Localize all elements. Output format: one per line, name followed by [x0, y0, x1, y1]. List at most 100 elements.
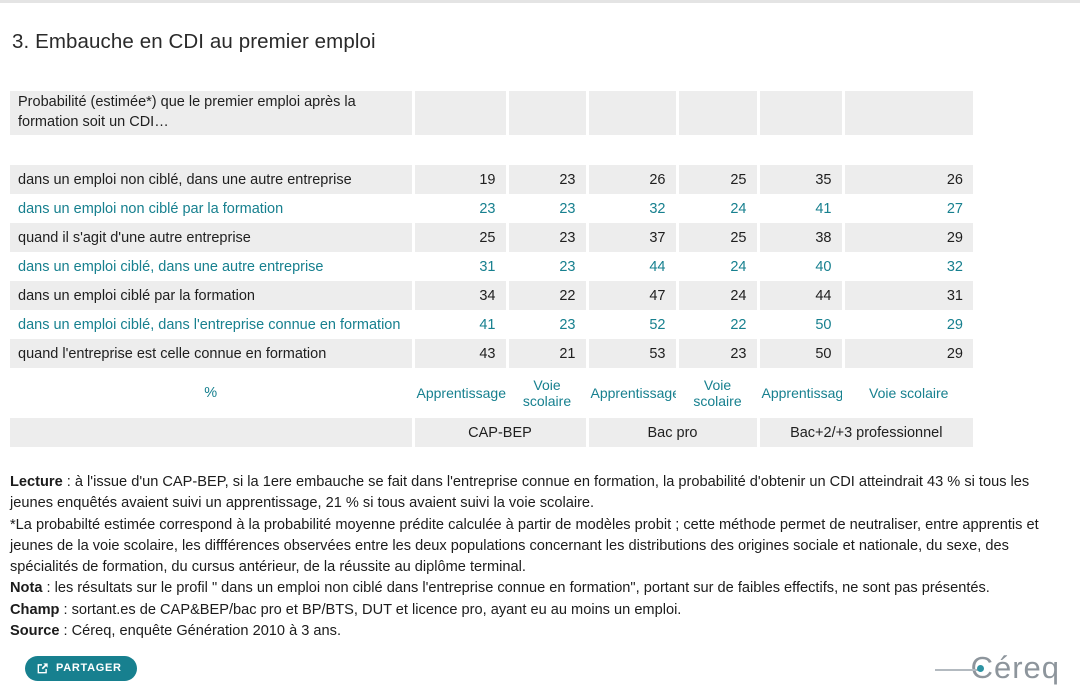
column-header-row: % Apprentissage Voie scolaire Apprentiss…	[10, 368, 973, 418]
note-text: *La probabilté estimée correspond à la p…	[10, 516, 1039, 576]
column-header: Apprentissage	[587, 368, 679, 418]
value-cell: 44	[587, 252, 679, 281]
note-prefix: Nota	[10, 580, 43, 597]
header-empty-cell	[843, 91, 973, 135]
value-cell: 26	[843, 165, 973, 194]
group-empty-cell	[10, 418, 415, 447]
note-lecture: Lecture : à l'issue d'un CAP-BEP, si la …	[10, 472, 1070, 515]
value-cell: 29	[843, 310, 973, 339]
note-prefix: Source	[10, 623, 60, 640]
header-empty-cell	[413, 91, 509, 135]
logo-line-decoration	[934, 669, 982, 671]
value-cell: 23	[507, 252, 589, 281]
row-label: quand l'entreprise est celle connue en f…	[10, 339, 415, 368]
header-empty-cell	[507, 91, 589, 135]
note-prefix: Lecture	[10, 474, 63, 490]
row-label: dans un emploi ciblé, dans une autre ent…	[10, 252, 415, 281]
table-row: dans un emploi ciblé par la formation 34…	[10, 281, 973, 310]
value-cell: 40	[758, 252, 845, 281]
value-cell: 47	[587, 281, 679, 310]
header-empty-cell	[587, 91, 679, 135]
value-cell: 27	[843, 194, 973, 223]
table-row-highlighted: dans un emploi non ciblé par la formatio…	[10, 194, 973, 223]
page-title: 3. Embauche en CDI au premier emploi	[12, 30, 376, 53]
value-cell: 43	[413, 339, 509, 368]
column-header: Voie scolaire	[507, 368, 589, 418]
value-cell: 24	[677, 281, 760, 310]
share-icon	[36, 662, 49, 675]
row-label: dans un emploi non ciblé, dans une autre…	[10, 165, 415, 194]
note-nota: Nota : les résultats sur le profil " dan…	[10, 578, 1070, 599]
column-header: Apprentissage	[413, 368, 509, 418]
group-header: Bac pro	[587, 418, 760, 447]
table-row-highlighted: dans un emploi ciblé, dans une autre ent…	[10, 252, 973, 281]
header-empty-cell	[677, 91, 760, 135]
value-cell: 25	[413, 223, 509, 252]
value-cell: 41	[413, 310, 509, 339]
group-header: CAP-BEP	[413, 418, 589, 447]
table-row: quand l'entreprise est celle connue en f…	[10, 339, 973, 368]
table-caption-cell: Probabilité (estimée*) que le premier em…	[10, 91, 415, 135]
row-label: dans un emploi non ciblé par la formatio…	[10, 194, 415, 223]
share-button-label: PARTAGER	[56, 662, 122, 675]
value-cell: 24	[677, 252, 760, 281]
value-cell: 32	[587, 194, 679, 223]
value-cell: 22	[677, 310, 760, 339]
cdi-probability-table: Probabilité (estimée*) que le premier em…	[10, 91, 973, 447]
value-cell: 29	[843, 223, 973, 252]
value-cell: 35	[758, 165, 845, 194]
value-cell: 31	[413, 252, 509, 281]
value-cell: 38	[758, 223, 845, 252]
value-cell: 53	[587, 339, 679, 368]
top-border	[0, 0, 1080, 3]
value-cell: 23	[413, 194, 509, 223]
page: 3. Embauche en CDI au premier emploi Pro…	[0, 30, 1080, 686]
value-cell: 23	[507, 310, 589, 339]
column-header: Voie scolaire	[843, 368, 973, 418]
cereq-logo[interactable]: Céreq	[934, 650, 1060, 686]
value-cell: 21	[507, 339, 589, 368]
value-cell: 23	[507, 194, 589, 223]
value-cell: 24	[677, 194, 760, 223]
column-header: Apprentissage	[758, 368, 845, 418]
note-text: : sortant.es de CAP&BEP/bac pro et BP/BT…	[59, 601, 682, 618]
value-cell: 50	[758, 339, 845, 368]
value-cell: 23	[507, 165, 589, 194]
group-header: Bac+2/+3 professionnel	[758, 418, 973, 447]
note-source: Source : Céreq, enquête Génération 2010 …	[10, 621, 1070, 642]
note-text: : à l'issue d'un CAP-BEP, si la 1ere emb…	[10, 474, 1030, 512]
value-cell: 19	[413, 165, 509, 194]
table-header-row: Probabilité (estimée*) que le premier em…	[10, 91, 973, 135]
row-label: dans un emploi ciblé, dans l'entreprise …	[10, 310, 415, 339]
value-cell: 32	[843, 252, 973, 281]
value-cell: 29	[843, 339, 973, 368]
group-header-row: CAP-BEP Bac pro Bac+2/+3 professionnel	[10, 418, 973, 447]
value-cell: 34	[413, 281, 509, 310]
footer-bar: PARTAGER Céreq	[10, 650, 1070, 686]
row-label: quand il s'agit d'une autre entreprise	[10, 223, 415, 252]
column-header: Voie scolaire	[677, 368, 760, 418]
footnotes: Lecture : à l'issue d'un CAP-BEP, si la …	[10, 472, 1070, 642]
row-label: dans un emploi ciblé par la formation	[10, 281, 415, 310]
value-cell: 41	[758, 194, 845, 223]
value-cell: 31	[843, 281, 973, 310]
value-cell: 23	[677, 339, 760, 368]
value-cell: 52	[587, 310, 679, 339]
value-cell: 37	[587, 223, 679, 252]
value-cell: 26	[587, 165, 679, 194]
unit-label: %	[10, 368, 415, 418]
table-row-highlighted: dans un emploi ciblé, dans l'entreprise …	[10, 310, 973, 339]
note-text: : Céreq, enquête Génération 2010 à 3 ans…	[59, 623, 342, 640]
table-row: quand il s'agit d'une autre entreprise 2…	[10, 223, 973, 252]
value-cell: 44	[758, 281, 845, 310]
value-cell: 25	[677, 223, 760, 252]
value-cell: 50	[758, 310, 845, 339]
note-prefix: Champ	[10, 601, 60, 618]
note-champ: Champ : sortant.es de CAP&BEP/bac pro et…	[10, 600, 1070, 621]
value-cell: 23	[507, 223, 589, 252]
note-method: *La probabilté estimée correspond à la p…	[10, 515, 1070, 579]
table-row: dans un emploi non ciblé, dans une autre…	[10, 165, 973, 194]
value-cell: 22	[507, 281, 589, 310]
header-empty-cell	[758, 91, 845, 135]
note-text: : les résultats sur le profil " dans un …	[42, 580, 990, 597]
